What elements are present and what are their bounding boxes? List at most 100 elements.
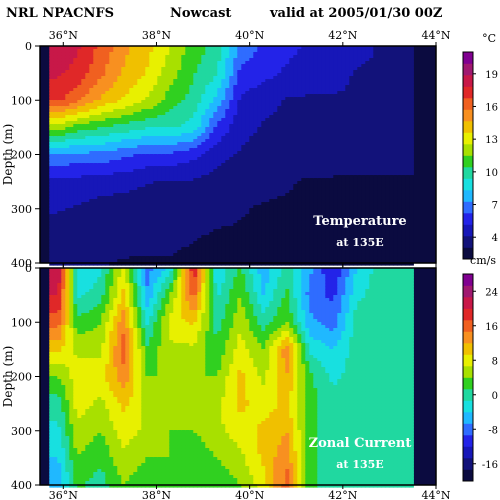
field-cell <box>113 223 118 227</box>
field-cell <box>69 91 74 95</box>
field-cell <box>65 208 70 212</box>
field-cell <box>81 88 86 92</box>
field-cell <box>117 76 122 80</box>
field-cell <box>113 262 118 266</box>
field-cell <box>49 85 54 89</box>
field-cell <box>141 187 146 191</box>
field-cell <box>61 136 66 140</box>
field-cell <box>85 67 90 71</box>
field-cell <box>53 133 58 137</box>
field-cell <box>77 130 82 134</box>
field-cell <box>121 250 126 254</box>
field-cell <box>85 76 90 80</box>
field-cell <box>137 229 142 233</box>
field-cell <box>149 154 154 158</box>
field-cell <box>109 127 114 131</box>
field-cell <box>61 61 66 65</box>
field-cell <box>129 148 134 152</box>
field-cell <box>85 145 90 149</box>
field-cell <box>65 55 70 59</box>
field-cell <box>89 151 94 155</box>
field-cell <box>85 235 90 239</box>
field-cell <box>117 130 122 134</box>
field-cell <box>117 256 122 260</box>
field-cell <box>57 211 62 215</box>
field-cell <box>81 190 86 194</box>
field-cell <box>109 226 114 230</box>
field-cell <box>137 142 142 146</box>
field-cell <box>77 178 82 182</box>
field-cell <box>77 79 82 83</box>
field-cell <box>109 211 114 215</box>
field-cell <box>101 148 106 152</box>
field-cell <box>57 220 62 224</box>
field-cell <box>101 142 106 146</box>
field-cell <box>97 175 102 179</box>
field-cell <box>49 175 54 179</box>
field-cell <box>101 139 106 143</box>
field-cell <box>125 64 130 68</box>
field-cell <box>125 73 130 77</box>
field-cell <box>73 250 78 254</box>
field-cell <box>97 202 102 206</box>
field-cell <box>121 229 126 233</box>
field-cell <box>149 64 154 68</box>
field-cell <box>109 124 114 128</box>
field-cell <box>61 178 66 182</box>
field-cell <box>49 133 54 137</box>
field-cell <box>153 91 158 95</box>
field-cell <box>93 109 98 113</box>
model-name: NRL NPACNFS <box>6 6 114 21</box>
field-cell <box>77 220 82 224</box>
field-cell <box>153 46 158 50</box>
field-cell <box>69 154 74 158</box>
field-cell <box>77 124 82 128</box>
field-cell <box>61 160 66 164</box>
field-cell <box>105 91 110 95</box>
field-cell <box>129 199 134 203</box>
field-cell <box>57 190 62 194</box>
field-cell <box>85 157 90 161</box>
field-cell <box>73 220 78 224</box>
field-cell <box>89 118 94 122</box>
field-cell <box>121 175 126 179</box>
field-cell <box>61 85 66 89</box>
field-cell <box>117 253 122 257</box>
field-cell <box>137 166 142 170</box>
field-cell <box>145 178 150 182</box>
field-cell <box>141 229 146 233</box>
field-cell <box>53 256 58 260</box>
field-cell <box>69 232 74 236</box>
field-cell <box>121 73 126 77</box>
field-cell <box>57 139 62 143</box>
field-cell <box>57 253 62 257</box>
field-cell <box>117 214 122 218</box>
field-cell <box>73 223 78 227</box>
field-cell <box>65 100 70 104</box>
field-cell <box>93 217 98 221</box>
field-cell <box>125 238 130 242</box>
field-cell <box>129 178 134 182</box>
field-cell <box>65 211 70 215</box>
field-cell <box>81 178 86 182</box>
field-cell <box>57 76 62 80</box>
field-cell <box>129 220 134 224</box>
field-cell <box>149 244 154 248</box>
field-cell <box>117 88 122 92</box>
field-cell <box>89 115 94 119</box>
field-cell <box>53 220 58 224</box>
field-cell <box>97 91 102 95</box>
field-cell <box>129 106 134 110</box>
field-cell <box>105 133 110 137</box>
field-cell <box>69 61 74 65</box>
field-cell <box>129 91 134 95</box>
field-cell <box>101 112 106 116</box>
field-cell <box>69 52 74 56</box>
field-cell <box>141 88 146 92</box>
field-cell <box>125 85 130 89</box>
field-cell <box>77 226 82 230</box>
field-cell <box>73 118 78 122</box>
field-cell <box>121 103 126 107</box>
field-cell <box>137 94 142 98</box>
field-cell <box>137 46 142 50</box>
